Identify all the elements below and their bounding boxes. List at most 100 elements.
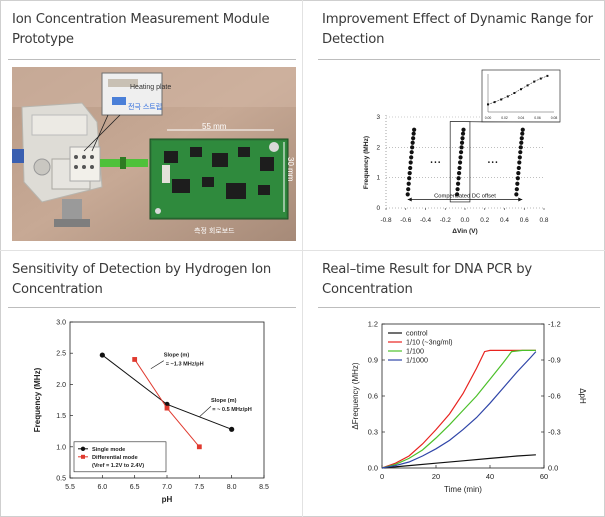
data-point (409, 150, 414, 155)
x-tick-label: 8.5 (259, 484, 269, 491)
panel-ph-sensitivity: Sensitivity of Detection by Hydrogen Ion… (12, 260, 302, 300)
data-point (518, 150, 523, 155)
x-tick-label: 60 (540, 472, 548, 481)
legend-label: control (406, 329, 428, 338)
legend-box (73, 441, 167, 473)
y-tick-label: 0.0 (368, 464, 378, 473)
y-axis-label: ΔFrequency (MHz) (351, 362, 360, 429)
annotation-pointer (199, 406, 212, 418)
data-point (405, 192, 410, 197)
data-point (455, 192, 460, 197)
data-point (457, 160, 463, 165)
y-tick-label: 0.3 (368, 428, 378, 437)
y-tick-label: 1.2 (368, 320, 378, 329)
legend-label: 1/100 (406, 347, 424, 356)
data-point (520, 127, 525, 132)
arrow-head-right (518, 197, 523, 202)
data-point (520, 131, 525, 136)
row-divider (0, 250, 605, 251)
data-point (459, 145, 464, 150)
inset-tick-label: 0.08 (551, 116, 558, 120)
x-tick-label: 6.0 (97, 484, 107, 491)
x-tick-label: -0.4 (420, 217, 431, 224)
data-point (519, 140, 524, 145)
data-point (519, 136, 524, 141)
data-point (516, 171, 521, 176)
data-point (458, 155, 463, 160)
y-tick-label: 1.0 (56, 444, 66, 451)
inset-point (533, 80, 536, 83)
data-point (411, 136, 416, 141)
electrode-strip-label: 전극 스트립 (128, 102, 162, 111)
dynamic-range-chart: -0.8 -0.6 -0.4 -0.2 0.0 0.2 0.4 0.6 0.8 0 1 2 3 ΔVin … (363, 69, 561, 235)
series-line (381, 454, 536, 469)
data-point (458, 150, 464, 155)
panel-module-prototype: Ion Concentration Measurement Module Prot… (12, 10, 302, 50)
data-point (455, 187, 460, 192)
legend-label: 1/10 (~3ng/ml) (406, 338, 453, 347)
x-tick-label: 0.0 (461, 217, 470, 224)
series-line (381, 351, 537, 469)
board-label: 측정 회로보드 (194, 226, 235, 235)
inset-point (513, 92, 516, 94)
prototype-photo: Heating plate 전극 스트립 55 mm 30 mm 측정 회로보드 (12, 67, 296, 241)
x-tick-label: -0.2 (440, 217, 451, 224)
inset-tick-label: 0.04 (518, 116, 525, 120)
data-point (457, 165, 462, 171)
data-point (410, 140, 415, 145)
inset-point (539, 77, 542, 80)
y-tick-label: 3.0 (56, 320, 66, 327)
data-point (99, 352, 105, 358)
data-point (456, 176, 461, 181)
y-tick-label: 1.5 (56, 413, 66, 420)
panel-title: Ion Concentration Measurement Module Prot… (12, 12, 270, 47)
series-line (381, 349, 536, 469)
panel-title: Improvement Effect of Dynamic Range for D… (322, 12, 593, 47)
y-tick-label: 0.6 (368, 392, 378, 401)
y-tick-label: 3 (376, 114, 380, 121)
slope-annotation: Slope (m) (164, 352, 190, 358)
data-point (132, 357, 138, 362)
column-divider (302, 0, 303, 517)
panel-dynamic-range: Improvement Effect of Dynamic Range for D… (322, 10, 605, 50)
data-point (459, 140, 465, 145)
slope-annotation: = ~ 0.5 MHz/pH (212, 407, 251, 413)
y-tick-label: 0.9 (368, 356, 378, 365)
x-tick-label: 0.8 (540, 217, 549, 224)
x-tick-label: 20 (432, 472, 440, 481)
inset-point (493, 101, 496, 104)
y-axis-label: Frequency (MHz) (33, 367, 42, 432)
inset-point (520, 88, 522, 91)
arrow-head-left (407, 197, 412, 202)
legend-marker (80, 446, 86, 452)
data-point (409, 155, 414, 160)
x-tick-label: -0.6 (400, 217, 411, 224)
x-tick-label: 8.0 (227, 484, 237, 491)
x-tick-label: 40 (486, 472, 494, 481)
data-point (408, 165, 413, 171)
data-point (406, 187, 411, 192)
legend-label: 1/1000 (406, 356, 428, 365)
x-tick-label: 5.5 (65, 484, 75, 491)
y2-tick-label: -0.3 (548, 428, 561, 437)
width-dimension-label: 55 mm (202, 122, 227, 131)
title-rule (318, 307, 600, 308)
data-point (515, 181, 520, 186)
y-tick-label: 2.5 (56, 351, 66, 358)
y-tick-label: 0 (376, 205, 380, 212)
data-point (229, 426, 235, 432)
data-point (460, 131, 466, 136)
x-tick-label: 6.5 (130, 484, 140, 491)
annotation-pointer (150, 360, 164, 370)
x-axis-label: pH (162, 495, 173, 504)
slope-annotation: Slope (m) (211, 398, 237, 404)
title-rule (318, 59, 600, 60)
inset-point (500, 98, 503, 101)
data-point (514, 187, 519, 192)
inset-point (506, 95, 509, 98)
data-point (456, 171, 462, 176)
x-axis-label: Time (min) (444, 485, 482, 494)
x-tick-label: 0.4 (500, 217, 509, 224)
data-point (410, 145, 415, 150)
ellipsis-left: • • • (431, 161, 441, 167)
